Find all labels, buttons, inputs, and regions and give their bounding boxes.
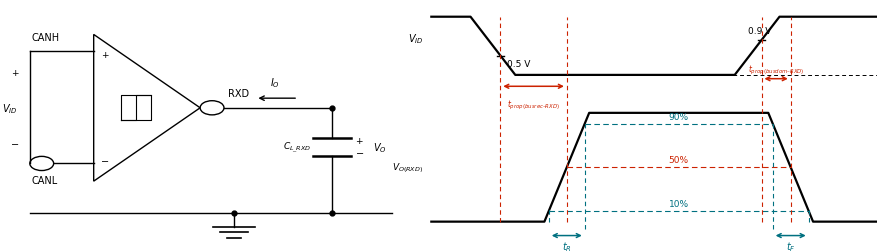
Text: CANH: CANH	[32, 33, 60, 43]
Text: +: +	[355, 137, 363, 146]
Text: +: +	[11, 69, 18, 78]
Text: 50%: 50%	[668, 155, 688, 165]
Text: 10%: 10%	[668, 199, 688, 208]
Text: CANL: CANL	[32, 175, 58, 185]
Text: −: −	[11, 140, 18, 150]
Text: $V_O$: $V_O$	[372, 141, 386, 154]
Text: +: +	[101, 51, 109, 60]
Text: $I_O$: $I_O$	[269, 76, 279, 89]
Text: $t_R$: $t_R$	[561, 239, 571, 252]
Text: $V_{ID}$: $V_{ID}$	[408, 32, 423, 46]
Text: −: −	[101, 156, 110, 166]
Text: $V_{O(RXD)}$: $V_{O(RXD)}$	[392, 161, 423, 174]
Text: $C_{L\_RXD}$: $C_{L\_RXD}$	[283, 140, 311, 155]
Text: 0.9 V: 0.9 V	[747, 27, 771, 36]
Text: $t_F$: $t_F$	[785, 239, 795, 252]
Text: $t_{prop(busrec–RXD)}$: $t_{prop(busrec–RXD)}$	[507, 98, 560, 111]
Text: −: −	[355, 149, 363, 159]
Text: 0.5 V: 0.5 V	[507, 60, 530, 69]
Text: $V_{ID}$: $V_{ID}$	[2, 102, 18, 115]
Text: RXD: RXD	[227, 89, 249, 99]
Text: 90%: 90%	[668, 112, 688, 121]
Text: $t_{prop(busdom–RXD)}$: $t_{prop(busdom–RXD)}$	[747, 64, 803, 77]
